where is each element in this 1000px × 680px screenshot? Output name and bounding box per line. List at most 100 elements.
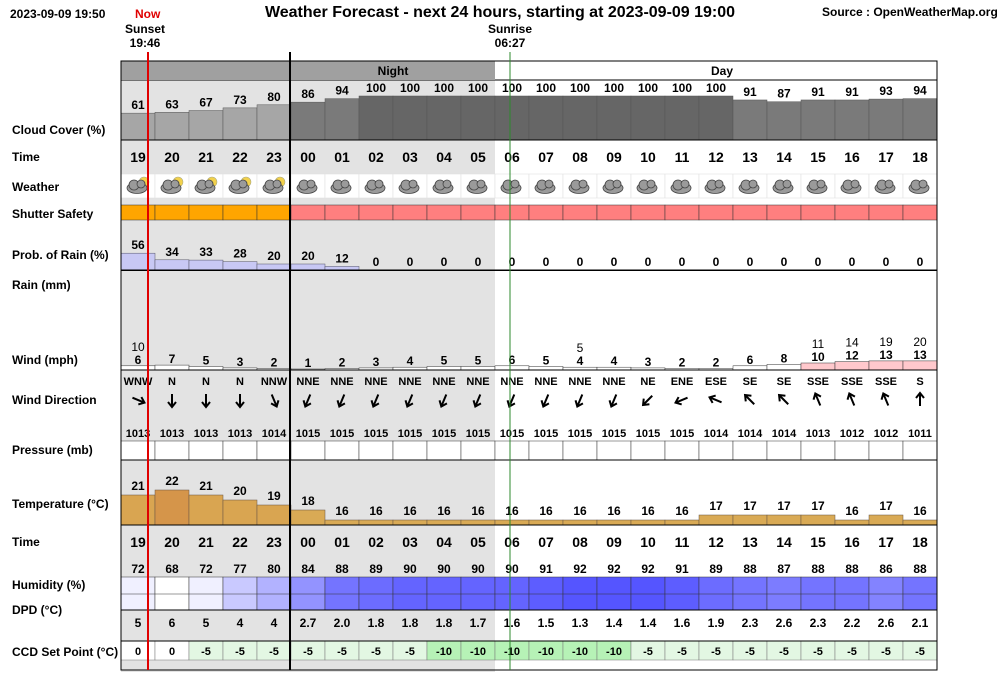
temperature-value: 16 [335,504,349,518]
pressure-cell [800,440,836,461]
dpd-value: 4 [271,616,278,630]
wind-direction-label: N [202,376,210,388]
pressure-value: 1012 [840,428,864,440]
temperature-value: 16 [403,504,417,518]
ccd-value: -5 [201,646,211,658]
arrow-head [540,400,550,408]
humidity-cell [222,576,258,611]
cloud-puff [476,179,486,189]
partly-cloudy-night-icon [188,173,224,199]
cloudy-icon [426,173,462,199]
time-label-2: 02 [368,534,384,550]
pressure-cell [596,440,632,461]
rain-prob-bar [154,259,190,271]
arrow-head [674,396,682,406]
shutter-cell [630,204,666,221]
humidity-value: 90 [471,562,485,576]
dpd-value: 1.7 [470,616,487,630]
wind-arrow-icon [674,396,688,406]
wind-arrow-icon [777,393,789,405]
dpd-value: 5 [135,616,142,630]
pressure-cell [698,440,734,461]
cloud-puff [170,179,180,189]
wind-arrow-icon [846,392,856,406]
humidity-cell [664,576,700,611]
cloudy-icon [732,173,768,199]
cloudy-icon [698,173,734,199]
time-label-2: 14 [776,534,792,550]
cloud-bar [902,98,938,141]
cloud-puff [714,179,724,189]
rain-prob-value: 0 [407,255,414,269]
cloud-value: 61 [131,98,145,112]
ccd-value: -5 [711,646,721,658]
humidity-cell [154,576,190,611]
humidity-value: 92 [641,562,655,576]
pressure-cell [732,440,768,461]
shutter-cell [392,204,428,221]
dpd-value: 2.3 [742,616,759,630]
pressure-value: 1014 [704,428,729,440]
ccd-value: -5 [337,646,347,658]
arrow-head [370,400,380,408]
cloud-bar [732,99,768,141]
shutter-cell [766,204,802,221]
wind-arrow-icon [880,392,890,406]
row-label-wind-direction: Wind Direction [12,393,97,407]
pressure-cell [834,440,870,461]
time-label: 17 [878,149,894,165]
wind-arrow-icon [235,394,245,409]
temperature-value: 17 [709,499,723,513]
wind-speed-value: 6 [509,353,516,367]
cloud-value: 100 [502,81,522,95]
rain-prob-value: 0 [645,255,652,269]
temperature-value: 16 [607,504,621,518]
humidity-value: 88 [335,562,349,576]
pressure-cell [562,440,598,461]
ccd-value: 0 [135,646,141,658]
wind-direction-label: ENE [671,376,694,388]
arrow-head [167,401,177,409]
time-label: 18 [912,149,928,165]
humidity-value: 72 [199,562,213,576]
ccd-value: -5 [371,646,381,658]
wind-speed-value: 13 [879,348,893,362]
pressure-value: 1014 [262,428,287,440]
cloud-value: 80 [267,90,281,104]
shutter-cell [698,204,734,221]
wind-direction-label: SE [777,376,792,388]
cloud-puff [782,179,792,189]
time-label: 16 [844,149,860,165]
cloud-bar [290,101,326,141]
partly-cloudy-night-icon [120,173,156,199]
humidity-cell [494,576,530,611]
cloud-bar [120,112,156,141]
pressure-value: 1015 [398,428,422,440]
wind-gust-value: 5 [577,341,584,355]
time-label-2: 09 [606,534,622,550]
temperature-bar [834,519,870,526]
cloud-bar [392,95,428,141]
wind-speed-value: 3 [645,355,652,369]
time-label-2: 04 [436,534,452,550]
temperature-bar [154,489,190,526]
wind-arrow-icon [336,394,346,408]
humidity-cell [732,576,768,611]
humidity-cell [290,576,326,611]
temperature-value: 16 [913,504,927,518]
ccd-value: -5 [269,646,279,658]
row-label-humidity: Humidity (%) [12,578,86,592]
cloudy-icon [902,173,938,199]
time-label-2: 00 [300,534,316,550]
time-label-2: 01 [334,534,350,550]
wind-speed-value: 5 [441,354,448,368]
wind-arrow-icon [540,394,550,408]
time-label: 00 [300,149,316,165]
wind-direction-label: SSE [875,376,897,388]
wind-direction-label: WNW [124,376,153,388]
arrow-head [270,400,280,408]
cloudy-icon [324,173,360,199]
time-label: 11 [675,149,690,165]
humidity-cell [630,576,666,611]
cloud-bar [664,95,700,141]
